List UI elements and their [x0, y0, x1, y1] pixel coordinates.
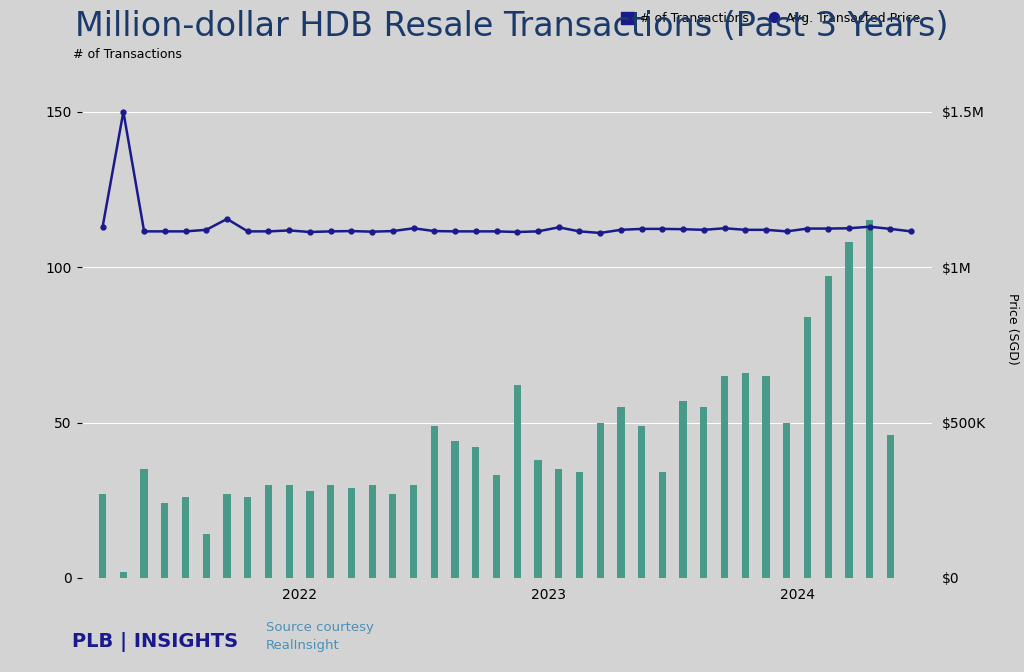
Bar	[223, 494, 230, 578]
Bar	[783, 423, 791, 578]
Bar	[680, 401, 687, 578]
Bar	[472, 448, 479, 578]
Bar	[741, 373, 749, 578]
Bar	[431, 425, 438, 578]
Text: Source courtesy
RealInsight: Source courtesy RealInsight	[266, 621, 374, 652]
Bar	[161, 503, 169, 578]
Bar	[535, 460, 542, 578]
Bar	[514, 385, 521, 578]
Bar	[389, 494, 396, 578]
Bar	[763, 376, 770, 578]
Legend: # of Transactions, Avg. Transacted Price: # of Transactions, Avg. Transacted Price	[616, 7, 926, 30]
Bar	[804, 317, 811, 578]
Bar	[700, 407, 708, 578]
Bar	[824, 276, 831, 578]
Bar	[244, 497, 251, 578]
Bar	[327, 485, 334, 578]
Bar	[721, 376, 728, 578]
Bar	[658, 472, 666, 578]
Bar	[493, 475, 500, 578]
Text: Million-dollar HDB Resale Transactions (Past 3 Years): Million-dollar HDB Resale Transactions (…	[75, 10, 949, 43]
Bar	[265, 485, 272, 578]
Bar	[410, 485, 417, 578]
Bar	[452, 441, 459, 578]
Bar	[182, 497, 189, 578]
Bar	[140, 469, 147, 578]
Bar	[99, 494, 106, 578]
Bar	[887, 435, 894, 578]
Bar	[348, 488, 355, 578]
Bar	[120, 572, 127, 578]
Bar	[845, 243, 853, 578]
Bar	[286, 485, 293, 578]
Bar	[306, 491, 313, 578]
Bar	[203, 534, 210, 578]
Bar	[369, 485, 376, 578]
Text: PLB | INSIGHTS: PLB | INSIGHTS	[72, 632, 238, 652]
Bar	[638, 425, 645, 578]
Bar	[555, 469, 562, 578]
Bar	[617, 407, 625, 578]
Y-axis label: Price (SGD): Price (SGD)	[1006, 294, 1019, 365]
Bar	[597, 423, 604, 578]
Bar	[575, 472, 583, 578]
Text: # of Transactions: # of Transactions	[74, 48, 182, 60]
Bar	[866, 220, 873, 578]
